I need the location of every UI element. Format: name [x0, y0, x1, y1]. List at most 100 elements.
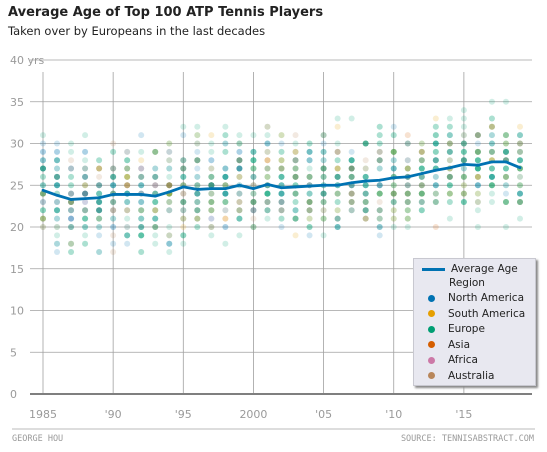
player-dot: [40, 215, 46, 222]
player-dot: [68, 190, 75, 197]
player-dot: [194, 140, 201, 147]
player-dot: [278, 215, 285, 222]
player-dot: [502, 140, 509, 147]
player-dot: [96, 182, 103, 189]
player-dot: [292, 157, 299, 164]
average-age-point: [490, 160, 494, 164]
player-dot: [474, 157, 481, 164]
player-dot: [124, 224, 131, 230]
x-tick-label: 2000: [239, 408, 267, 421]
player-dot: [96, 190, 103, 197]
legend-region-label: Asia: [448, 338, 471, 351]
player-dot: [502, 198, 509, 205]
player-dot: [404, 140, 411, 147]
player-dot: [96, 182, 103, 189]
player-dot: [376, 182, 383, 189]
player-dot: [110, 173, 117, 180]
player-dot: [348, 165, 355, 172]
y-tick-label: 25: [10, 179, 24, 192]
player-dot: [138, 232, 145, 239]
player-dot: [208, 182, 215, 189]
average-age-point: [294, 185, 297, 189]
player-dot: [96, 224, 103, 230]
player-dot: [124, 173, 131, 180]
player-dot: [432, 173, 439, 180]
player-dot: [488, 190, 495, 197]
player-dot: [390, 190, 397, 197]
player-dot: [348, 157, 355, 164]
player-dot: [517, 190, 523, 197]
player-dot: [390, 123, 397, 130]
player-dot: [320, 173, 327, 180]
player-dot: [250, 157, 257, 164]
player-dot: [250, 157, 257, 164]
player-dot: [124, 173, 131, 180]
player-dot: [278, 148, 285, 155]
player-dot: [208, 198, 215, 205]
player-dot: [334, 190, 341, 197]
player-dot: [488, 182, 495, 189]
player-dot: [222, 190, 229, 197]
player-dot: [180, 198, 187, 205]
player-dot: [180, 207, 187, 214]
player-dot: [222, 190, 229, 197]
player-dot: [236, 157, 243, 164]
player-dot: [334, 165, 341, 172]
player-dot: [474, 132, 481, 139]
player-dot: [194, 132, 201, 139]
player-dot: [208, 173, 215, 180]
player-dot: [208, 215, 215, 222]
player-dot: [250, 207, 257, 214]
player-dot: [517, 198, 523, 205]
player-dot: [110, 165, 117, 172]
player-dot: [418, 165, 425, 172]
player-dot: [404, 140, 411, 147]
player-dot: [194, 207, 201, 214]
player-dot: [82, 198, 89, 205]
player-dot: [40, 182, 46, 189]
player-dot: [222, 132, 229, 139]
y-tick-label: 30: [10, 138, 24, 151]
player-dot: [320, 165, 327, 172]
player-dot: [320, 198, 327, 205]
player-dot: [488, 173, 495, 180]
player-dot: [390, 198, 397, 205]
player-dot: [166, 207, 173, 214]
player-dot: [334, 173, 341, 180]
player-dot: [404, 165, 411, 172]
player-dot: [488, 182, 495, 189]
player-dot: [362, 190, 369, 197]
player-dot: [152, 148, 159, 155]
player-dot: [517, 198, 523, 205]
player-dot: [432, 190, 439, 197]
player-dot: [460, 107, 467, 114]
player-dot: [264, 207, 271, 214]
player-dot: [446, 123, 453, 130]
player-dot: [40, 165, 46, 172]
player-dot: [250, 190, 257, 197]
player-dot: [460, 173, 467, 180]
player-dot: [334, 173, 341, 180]
player-dot: [390, 157, 397, 164]
player-dot: [432, 140, 439, 147]
player-dot: [292, 157, 299, 164]
player-dot: [320, 165, 327, 172]
player-dot: [292, 157, 299, 164]
player-dot: [152, 182, 159, 189]
player-dot: [446, 148, 453, 155]
player-dot: [166, 148, 173, 155]
player-dot: [306, 157, 313, 164]
player-dot: [404, 182, 411, 189]
player-dot: [194, 215, 201, 222]
player-dot: [502, 148, 509, 155]
player-dot: [264, 165, 271, 172]
player-dot: [292, 165, 299, 172]
player-dot: [502, 132, 509, 139]
player-dot: [180, 173, 187, 180]
player-dot: [502, 140, 509, 147]
player-dot: [334, 140, 341, 147]
player-dot: [278, 190, 285, 197]
player-dot: [320, 190, 327, 197]
average-age-point: [153, 194, 157, 198]
average-age-point: [476, 163, 480, 167]
